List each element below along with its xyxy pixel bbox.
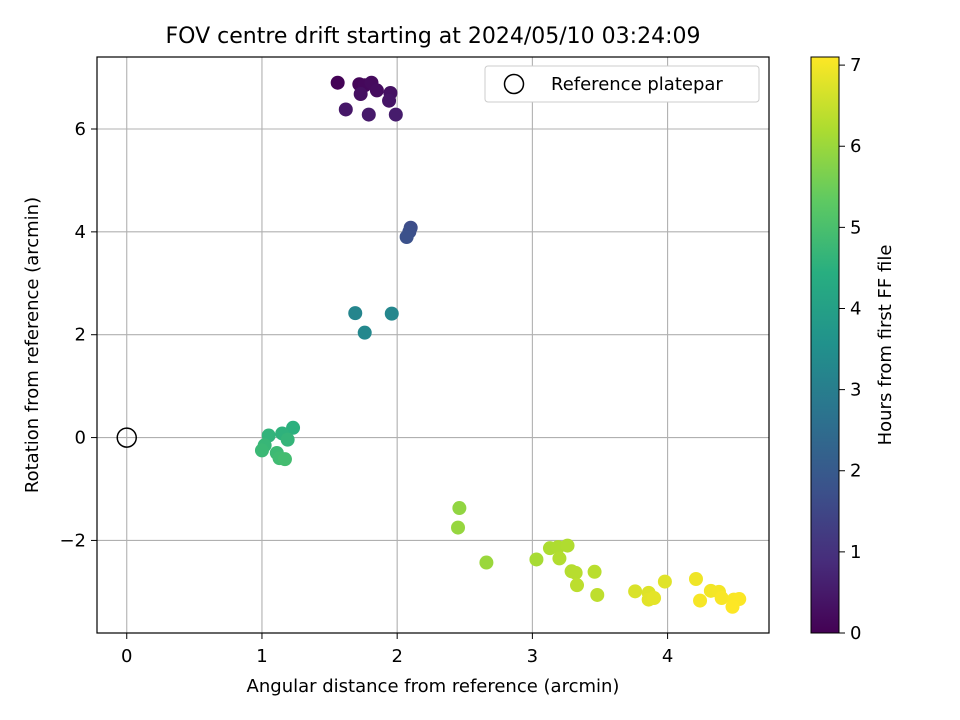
data-point (628, 584, 643, 599)
plot-frame (96, 56, 770, 634)
data-point (479, 555, 494, 570)
x-tick-label: 3 (527, 646, 538, 667)
reference-platepar-point (116, 427, 137, 448)
reference-marker (116, 427, 137, 448)
colorbar-label: Hours from first FF file (875, 245, 896, 446)
data-point (280, 432, 295, 447)
data-point (338, 102, 353, 117)
colorbar-ticks: 0 1 2 3 4 5 6 7 (839, 55, 861, 644)
colorbar: 0 1 2 3 4 5 6 7 Hours from first FF file (810, 55, 896, 644)
legend: Reference platepar (484, 65, 760, 103)
x-tick-label: 4 (662, 646, 673, 667)
data-point (657, 574, 672, 589)
data-point (725, 599, 740, 614)
legend-reference-marker-icon (503, 73, 525, 95)
data-point (693, 593, 708, 608)
data-point (286, 420, 301, 435)
data-point (361, 107, 376, 122)
grid (97, 57, 769, 633)
colorbar-tick-label: 2 (850, 461, 861, 482)
colorbar-tick-label: 1 (850, 542, 861, 563)
data-point (714, 591, 729, 606)
data-point (587, 564, 602, 579)
colorbar-tick-label: 3 (850, 380, 861, 401)
colorbar-tick-label: 7 (850, 55, 861, 76)
data-point (688, 572, 703, 586)
data-point (552, 551, 567, 566)
colorbar-tick-label: 5 (850, 217, 861, 238)
data-point (590, 587, 605, 602)
data-point (451, 520, 466, 535)
data-point (277, 452, 292, 467)
y-tick-label: 0 (75, 428, 86, 449)
x-ticks: 0 1 2 3 4 (121, 633, 673, 667)
data-point (348, 306, 363, 321)
x-axis-label: Angular distance from reference (arcmin) (247, 676, 620, 697)
legend-box (484, 65, 760, 103)
data-point (452, 501, 467, 516)
colorbar-tick-label: 4 (850, 298, 861, 319)
y-tick-label: 6 (75, 119, 86, 140)
y-axis-label: Rotation from reference (arcmin) (22, 197, 43, 493)
data-point (570, 578, 584, 593)
data-point (382, 93, 397, 108)
data-point (384, 306, 399, 321)
data-point (568, 565, 583, 580)
data-point (369, 83, 384, 98)
data-point (388, 107, 403, 122)
colorbar-gradient (810, 56, 840, 634)
data-point (529, 552, 544, 567)
data-point (254, 443, 269, 458)
data-points (254, 75, 747, 614)
data-point (357, 325, 372, 340)
colorbar-tick-label: 6 (850, 136, 861, 157)
y-tick-label: 2 (75, 325, 86, 346)
data-point (647, 591, 662, 606)
y-ticks: −2 0 2 4 6 (59, 119, 97, 551)
data-point (330, 75, 345, 90)
x-tick-label: 1 (256, 646, 267, 667)
y-tick-label: 4 (75, 222, 86, 243)
legend-entry-reference-platepar: Reference platepar (551, 74, 723, 95)
x-tick-label: 2 (391, 646, 402, 667)
y-tick-label: −2 (59, 530, 86, 551)
data-point (560, 538, 575, 553)
x-tick-label: 0 (121, 646, 132, 667)
data-point (353, 87, 368, 102)
chart-title: FOV centre drift starting at 2024/05/10 … (166, 24, 701, 49)
data-point (399, 230, 414, 244)
colorbar-tick-label: 0 (850, 623, 861, 644)
